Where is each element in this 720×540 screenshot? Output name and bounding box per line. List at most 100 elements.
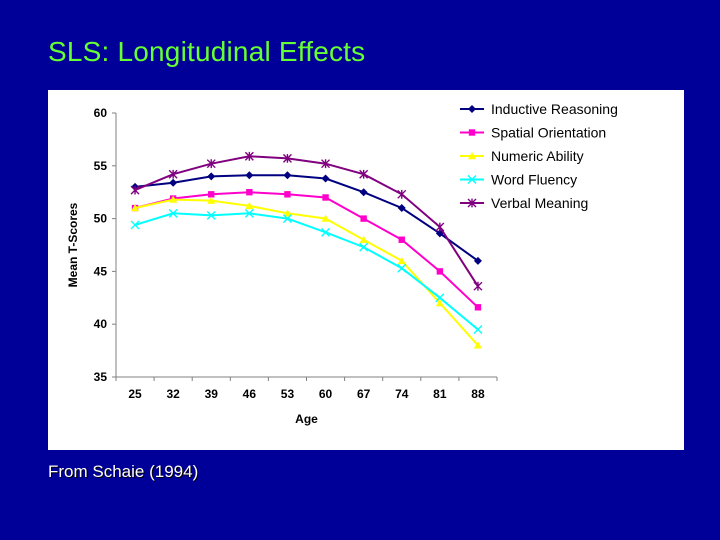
x-marker [359,242,369,252]
data-point [282,153,292,163]
data-point [359,169,369,179]
triangle-marker [397,256,406,265]
square-marker [398,236,405,243]
series-word-fluency [130,208,483,334]
x-tick-label: 53 [281,387,295,401]
data-point [397,256,406,265]
diamond-marker [397,204,406,213]
series-spatial-orientation [131,189,482,311]
square-marker [360,215,367,222]
y-tick-label: 60 [94,106,108,120]
y-axis-title: Mean T-Scores [66,202,80,287]
star-marker [130,185,140,195]
triangle-marker [245,201,254,210]
legend-item: Inductive Reasoning [460,101,618,117]
diamond-marker [359,188,368,197]
square-marker [208,191,215,198]
star-marker [244,151,254,161]
data-point [321,214,330,222]
data-point [245,201,254,210]
star-marker [282,153,292,163]
data-point [359,188,368,197]
star-marker [467,198,477,208]
data-point [207,196,216,204]
legend: Inductive Reasoning Spatial Orientation Nu… [460,101,618,211]
data-point [473,256,482,265]
data-point [206,210,216,220]
data-point [397,189,407,199]
square-marker [322,194,329,201]
x-tick-label: 81 [433,387,447,401]
data-point [397,263,407,273]
data-point [283,171,292,180]
data-point [130,220,140,230]
square-marker [284,191,291,198]
y-tick-label: 50 [94,212,108,226]
slide-title: SLS: Longitudinal Effects [48,36,366,67]
legend-label: Spatial Orientation [491,125,606,141]
data-point [397,204,406,213]
x-marker [244,208,254,218]
data-point [284,191,291,198]
x-tick-label: 67 [357,387,371,401]
x-tick-label: 88 [471,387,485,401]
y-tick-label: 45 [94,264,108,278]
triangle-marker [435,299,444,307]
data-point [435,299,444,307]
x-marker [435,293,445,303]
star-marker [321,159,331,169]
series-line [134,155,479,287]
x-tick-label: 46 [243,387,257,401]
data-point [473,341,482,349]
star-marker [168,169,178,179]
star-marker [359,169,369,179]
series-layer [130,151,483,349]
x-marker [397,263,407,273]
legend-item: Verbal Meaning [460,195,588,211]
data-point [244,151,254,161]
y-tick-label: 40 [94,317,108,331]
data-point [473,281,483,291]
y-tick-label: 55 [94,159,108,173]
triangle-marker [131,204,140,212]
square-marker [474,304,482,311]
diamond-marker [169,178,178,187]
x-tick-label: 39 [205,387,219,401]
legend-item: Word Fluency [460,172,577,188]
legend-label: Verbal Meaning [491,195,588,211]
data-point [321,227,331,237]
series-line [134,212,479,331]
data-point [245,171,254,180]
data-point [130,185,140,195]
triangle-marker [283,209,292,217]
data-point [436,268,444,275]
data-point [244,208,254,218]
y-tick-label: 35 [94,370,108,384]
diamond-marker [245,171,254,180]
x-marker [168,208,178,218]
square-marker [468,129,476,136]
x-tick-label: 74 [395,387,409,401]
data-point [207,172,216,181]
triangle-marker [169,195,178,203]
series-line [134,174,479,262]
series-inductive-reasoning [131,171,482,265]
series-line [134,198,479,346]
diamond-marker [321,174,330,183]
x-axis-title: Age [295,412,318,426]
diamond-marker [283,171,292,180]
data-point [321,159,331,169]
legend-item: Spatial Orientation [460,125,606,141]
data-point [359,235,368,243]
data-point [321,174,330,183]
diamond-marker [207,172,216,181]
source-caption: From Schaie (1994) [48,462,199,481]
legend-label: Inductive Reasoning [491,101,618,117]
line-chart: 35 40 45 50 55 60 25 32 39 46 53 60 67 74 81 88 Age Mean … [66,101,618,426]
triangle-marker [359,235,368,243]
data-point [168,169,178,179]
axes: 35 40 45 50 55 60 25 32 39 46 53 60 67 74 81 88 Age Mean … [66,106,498,426]
star-marker [435,222,445,232]
series-verbal-meaning [130,151,483,291]
data-point [131,204,140,212]
